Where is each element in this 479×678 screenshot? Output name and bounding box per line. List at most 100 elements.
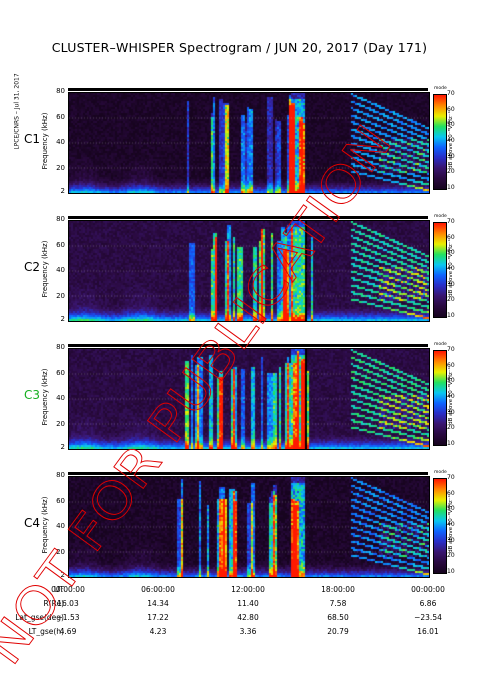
colorbar-tick-label: 40 [447, 265, 455, 272]
side-credit: LPCE/CNRS – Jul 31, 2017 [13, 73, 21, 150]
colorbar-tick-label: 60 [447, 489, 455, 497]
chart-title: CLUSTER–WHISPER Spectrogram / JUN 20, 20… [51, 40, 428, 55]
y-axis-label: Frequency (kHz) [41, 240, 49, 298]
colorbar-tick-label: 40 [447, 521, 455, 528]
colorbar-mode-label: mode [434, 86, 447, 91]
spacecraft-label-c3: C3 [24, 388, 41, 402]
colorbar-c4 [433, 478, 447, 574]
colorbar-tick-label: 40 [447, 393, 455, 400]
y-tick-label: 60 [56, 368, 65, 377]
y-tick-label: 2 [60, 571, 65, 579]
colorbar-tick-label: 60 [447, 105, 455, 113]
colorbar-tick-label: 70 [447, 474, 455, 481]
colorbar-tick-label: 20 [447, 552, 455, 560]
colorbar-tick-label: 20 [447, 424, 455, 432]
colorbar-tick-label: 20 [447, 168, 455, 176]
colorbar-tick-label: 60 [447, 361, 455, 369]
spectrogram-c4 [68, 476, 430, 578]
y-tick-label: 80 [56, 87, 65, 95]
spectrogram-c3 [68, 348, 430, 450]
spectrogram-c1 [68, 92, 430, 194]
colorbar-tick-label: 10 [447, 312, 455, 319]
colorbar-tick-label: 50 [447, 505, 455, 513]
y-tick-label: 2 [60, 443, 65, 451]
colorbar-mode-label: mode [434, 342, 447, 347]
colorbar-tick-label: 70 [447, 346, 455, 353]
ephemeris-value: 3.36 [239, 627, 257, 636]
ephemeris-value: 4.23 [149, 627, 167, 636]
ephemeris-value: 06:00:00 [141, 585, 175, 594]
colorbar-tick-label: 50 [447, 249, 455, 257]
spacecraft-label-c4: C4 [24, 516, 41, 530]
colorbar-c2 [433, 222, 447, 318]
colorbar-tick-label: 20 [447, 296, 455, 304]
colorbar-tick-label: 50 [447, 121, 455, 129]
y-tick-label: 80 [56, 215, 65, 223]
y-tick-label: 20 [56, 547, 65, 556]
colorbar-tick-label: 10 [447, 440, 455, 447]
spacecraft-label-c1: C1 [24, 132, 41, 146]
colorbar-mode-label: mode [434, 214, 447, 219]
ephemeris-row-label: LT_gse(h) [28, 627, 64, 636]
y-tick-label: 40 [56, 522, 65, 531]
colorbar-mode-label: mode [434, 470, 447, 475]
y-axis-label: Frequency (kHz) [41, 112, 49, 170]
ephemeris-value: 00:00:00 [51, 585, 85, 594]
colorbar-label: dB above 10⁻⁸V²Hz⁻¹ [448, 495, 454, 553]
mode-bar-c4 [68, 472, 428, 475]
y-tick-label: 60 [56, 496, 65, 505]
ephemeris-row-label: UT [53, 585, 64, 594]
y-tick-label: 80 [56, 471, 65, 479]
mode-bar-c2 [68, 216, 428, 219]
y-tick-label: 20 [56, 163, 65, 172]
ephemeris-value: 42.80 [237, 613, 259, 622]
colorbar-tick-label: 30 [447, 152, 455, 160]
ephemeris-value: 4.69 [59, 627, 77, 636]
y-tick-label: 40 [56, 266, 65, 275]
colorbar-tick-label: 40 [447, 137, 455, 144]
colorbar-tick-label: 30 [447, 536, 455, 544]
ephemeris-value: 20.79 [327, 627, 349, 636]
ephemeris-value: 11.40 [237, 599, 259, 608]
ephemeris-value: −1.53 [56, 613, 80, 622]
y-tick-label: 20 [56, 291, 65, 300]
ephemeris-value: 16.03 [57, 599, 79, 608]
spacecraft-label-c2: C2 [24, 260, 41, 274]
y-axis-label: Frequency (kHz) [41, 496, 49, 554]
colorbar-tick-label: 10 [447, 568, 455, 575]
colorbar-c3 [433, 350, 447, 446]
y-tick-label: 2 [60, 187, 65, 195]
ephemeris-value: 16.01 [417, 627, 439, 636]
y-tick-label: 80 [56, 343, 65, 351]
ephemeris-value: 12:00:00 [231, 585, 265, 594]
ephemeris-row-label: R(Re) [43, 599, 64, 608]
ephemeris-value: −23.54 [414, 613, 442, 622]
colorbar-tick-label: 30 [447, 280, 455, 288]
y-tick-label: 2 [60, 315, 65, 323]
colorbar-tick-label: 30 [447, 408, 455, 416]
y-tick-label: 40 [56, 394, 65, 403]
colorbar-tick-label: 60 [447, 233, 455, 241]
colorbar-tick-label: 70 [447, 90, 455, 97]
colorbar-c1 [433, 94, 447, 190]
colorbar-tick-label: 50 [447, 377, 455, 385]
spectrogram-c2 [68, 220, 430, 322]
ephemeris-value: 7.58 [329, 599, 347, 608]
colorbar-tick-label: 70 [447, 218, 455, 225]
colorbar-label: dB above 10⁻⁸V²Hz⁻¹ [448, 367, 454, 425]
y-tick-label: 60 [56, 240, 65, 249]
colorbar-label: dB above 10⁻⁸V²Hz⁻¹ [448, 111, 454, 169]
ephemeris-value: 68.50 [327, 613, 349, 622]
ephemeris-row-label: Lat_gse(deg) [15, 613, 64, 622]
y-axis-label: Frequency (kHz) [41, 368, 49, 426]
ephemeris-value: 17.22 [147, 613, 169, 622]
y-tick-label: 20 [56, 419, 65, 428]
colorbar-label: dB above 10⁻⁸V²Hz⁻¹ [448, 239, 454, 297]
ephemeris-value: 18:00:00 [321, 585, 355, 594]
ephemeris-value: 6.86 [419, 599, 437, 608]
y-tick-label: 60 [56, 112, 65, 121]
ephemeris-value: 00:00:00 [411, 585, 445, 594]
mode-bar-c3 [68, 344, 428, 347]
ephemeris-value: 14.34 [147, 599, 169, 608]
y-tick-label: 40 [56, 138, 65, 147]
